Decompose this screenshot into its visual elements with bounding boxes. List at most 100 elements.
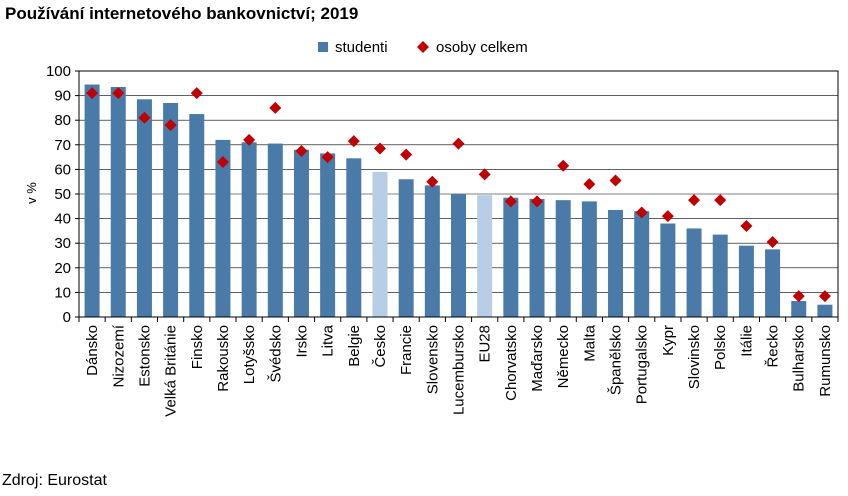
bar-polsko [712, 234, 728, 317]
y-tick-label: 30 [54, 235, 71, 252]
marker-irsko [295, 144, 308, 157]
bar-rumunsko [817, 304, 833, 317]
marker-litva [321, 151, 334, 164]
y-tick-label: 0 [63, 309, 71, 326]
y-tick-label: 100 [46, 63, 71, 80]
x-tick-label: Řecko [765, 325, 782, 368]
legend: studenti osoby celkem [318, 39, 528, 56]
x-tick-label: Irsko [293, 325, 310, 358]
marker-nemecko [557, 159, 570, 172]
bar-lucembursko [451, 194, 466, 317]
y-tick-label: 70 [54, 137, 71, 154]
x-tick-label: EU28 [477, 325, 494, 363]
marker-kypr [661, 210, 674, 223]
bar-bulharsko [791, 301, 807, 317]
marker-slovensko [426, 175, 439, 188]
x-tick-label: Rumunsko [817, 325, 834, 397]
legend-label-studenti: studenti [335, 39, 388, 56]
bar-slovensko [424, 185, 440, 317]
marker-lotyssko [243, 133, 256, 146]
x-tick-label: Francie [398, 325, 415, 375]
bar-dansko [84, 84, 100, 317]
marker-eu28 [478, 168, 491, 181]
bars-studenti [84, 84, 833, 318]
x-tick-label: Belgie [346, 325, 363, 367]
y-axis-label: v % [24, 182, 39, 204]
y-tick-label: 10 [54, 284, 71, 301]
marker-madarsko [531, 195, 544, 208]
x-tick-label: Finsko [189, 325, 206, 369]
x-tick-label: Slovensko [424, 325, 441, 394]
marker-italie [740, 219, 753, 232]
source-note: Zdroj: Eurostat [2, 472, 107, 489]
x-tick-label: Malta [581, 324, 598, 361]
bar-nemecko [555, 200, 571, 317]
x-axis-ticks: Dánsko Nizozemí Estonsko Velká Británie Fins… [78, 317, 839, 417]
marker-nizozemi [112, 87, 125, 100]
x-tick-label: Nizozemí [110, 324, 127, 387]
bar-estonsko [136, 99, 152, 317]
y-tick-label: 90 [54, 88, 71, 105]
bar-francie [398, 179, 414, 317]
bar-recko [765, 249, 781, 317]
bar-lotyssko [241, 142, 257, 317]
marker-francie [400, 148, 413, 161]
bar-spanelsko [608, 209, 624, 317]
bar-malta [581, 201, 597, 317]
bar-litva [320, 153, 336, 317]
marker-rakousko [216, 156, 229, 169]
y-tick-label: 40 [54, 211, 71, 228]
bar-finsko [189, 114, 205, 317]
bar-velka-britanie [163, 102, 179, 317]
marker-lucembursko [452, 137, 465, 150]
bar-chorvatsko [503, 197, 519, 317]
x-tick-label: Dánsko [84, 325, 101, 376]
marker-malta [583, 178, 596, 191]
marker-rumunsko [818, 290, 831, 303]
marker-spanelsko [609, 174, 622, 187]
legend-label-osoby-celkem: osoby celkem [436, 39, 528, 56]
marker-chorvatsko [504, 195, 517, 208]
bar-slovinsko [686, 228, 702, 317]
x-tick-label: Španělsko [608, 325, 625, 395]
marker-estonsko [138, 111, 151, 124]
legend-swatch-osoby-celkem [417, 41, 429, 53]
x-tick-label: Litva [320, 324, 337, 356]
y-tick-label: 80 [54, 112, 71, 129]
x-tick-label: Kypr [660, 325, 677, 356]
bar-cesko [372, 171, 388, 317]
marker-finsko [190, 87, 203, 100]
y-tick-label: 60 [54, 161, 71, 178]
marker-slovinsko [688, 194, 701, 207]
bar-rakousko [215, 139, 231, 317]
x-tick-label: Lucembursko [451, 325, 468, 415]
x-tick-label: Polsko [712, 325, 729, 370]
y-tick-label: 50 [54, 186, 71, 203]
marker-polsko [714, 194, 727, 207]
markers-osoby-celkem [86, 87, 831, 303]
x-tick-label: Portugalsko [634, 325, 651, 404]
marker-belgie [347, 135, 360, 148]
bar-irsko [293, 149, 309, 317]
bar-belgie [346, 158, 362, 317]
x-tick-label: Česko [372, 325, 389, 368]
y-tick-label: 20 [54, 260, 71, 277]
x-tick-label: Německo [555, 325, 572, 388]
bar-eu28 [477, 195, 493, 317]
bar-portugalsko [634, 211, 650, 317]
x-tick-label: Velká Británie [163, 325, 180, 417]
bar-nizozemi [110, 86, 126, 318]
x-tick-label: Slovinsko [686, 325, 703, 389]
chart-title: Používání internetového bankovnictví; 20… [5, 4, 359, 23]
bar-madarsko [529, 198, 545, 317]
marker-cesko [373, 142, 386, 155]
legend-swatch-studenti [318, 42, 328, 52]
bar-kypr [660, 223, 676, 317]
marker-velka-britanie [164, 119, 177, 132]
y-axis-ticks: 0 10 20 30 40 50 60 70 80 90 100 [46, 63, 79, 326]
marker-recko [766, 235, 779, 248]
x-tick-label: Rakousko [215, 325, 232, 392]
bar-svedsko [267, 143, 283, 317]
x-tick-label: Itálie [738, 325, 755, 357]
